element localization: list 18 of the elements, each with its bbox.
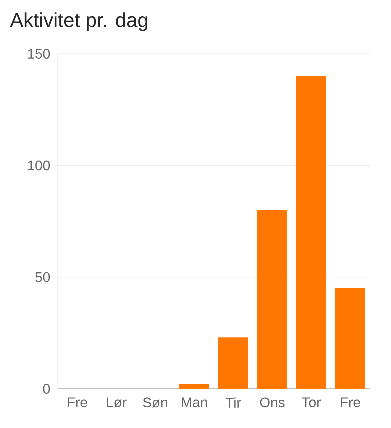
bar — [218, 338, 248, 389]
y-tick-label: 100 — [28, 160, 50, 171]
x-tick-label: Tir — [226, 398, 242, 408]
bar — [335, 288, 366, 389]
bar — [257, 210, 288, 389]
y-tick-label: 50 — [36, 272, 50, 282]
x-tick-label: Man — [182, 398, 208, 408]
x-tick-label: Søn — [143, 398, 168, 408]
y-tick-label: 0 — [43, 384, 50, 394]
bar — [296, 76, 326, 389]
x-tick-label: Fre — [341, 398, 360, 408]
x-tick-label: Lør — [107, 398, 127, 408]
bar — [179, 384, 210, 389]
x-tick-label: Ons — [260, 398, 285, 408]
x-tick-label: Fre — [68, 398, 88, 408]
y-tick-label: 150 — [28, 49, 50, 59]
chart-title: Aktivitet pr. dag — [10, 12, 148, 32]
x-tick-label: Tor — [302, 398, 321, 408]
